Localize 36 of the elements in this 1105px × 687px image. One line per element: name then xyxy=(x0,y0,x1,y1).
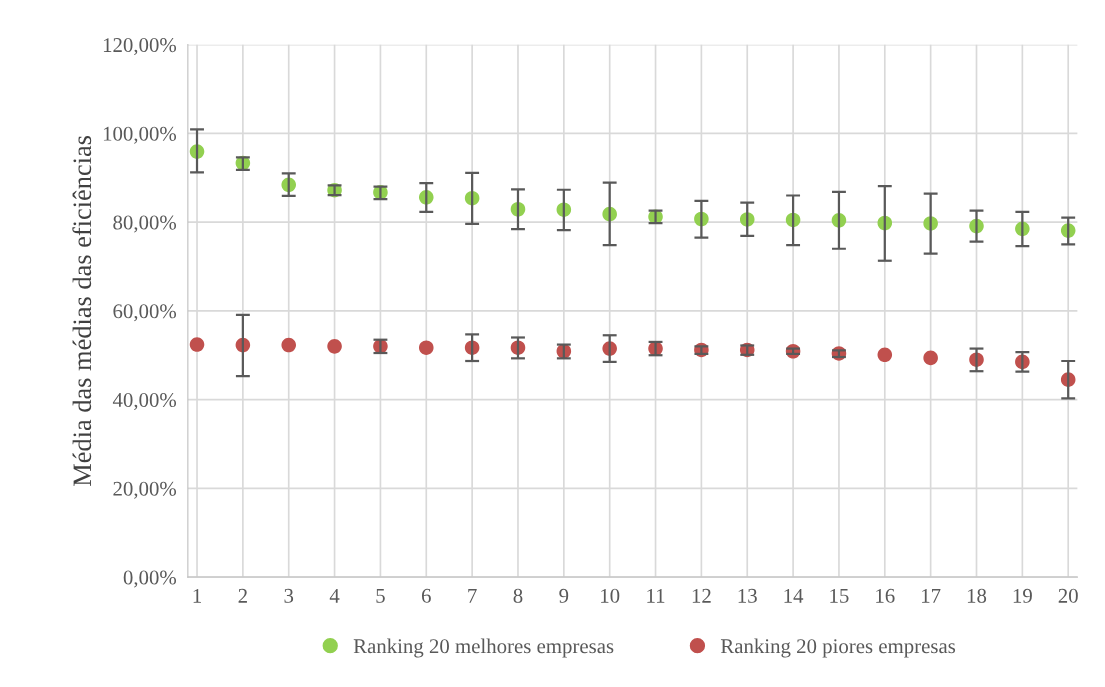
x-tick-label: 16 xyxy=(876,588,895,603)
y-tick-label: 20,00% xyxy=(113,481,177,499)
y-axis-title: Média das médias das eficiências xyxy=(72,135,92,486)
x-tick-label: 12 xyxy=(692,588,711,603)
x-tick-label: 5 xyxy=(376,589,385,603)
legend-label: Ranking 20 melhores empresas xyxy=(353,638,614,658)
x-tick-label: 2 xyxy=(238,588,247,603)
x-tick-label: 4 xyxy=(329,588,340,603)
point xyxy=(923,350,938,366)
point xyxy=(281,337,297,353)
point xyxy=(189,337,205,352)
x-tick-label: 14 xyxy=(784,588,804,603)
x-tick-label: 17 xyxy=(922,588,941,603)
x-tick-label: 10 xyxy=(601,588,620,603)
y-tick-label: 80,00% xyxy=(113,215,177,233)
x-tick-label: 20 xyxy=(1058,588,1078,603)
x-tick-label: 19 xyxy=(1013,588,1032,603)
x-tick-label: 18 xyxy=(967,588,987,603)
point xyxy=(327,339,342,354)
x-tick-label: 8 xyxy=(513,588,523,603)
y-tick-label: 40,00% xyxy=(112,392,177,411)
point xyxy=(877,347,893,363)
point xyxy=(419,340,434,355)
x-tick-label: 6 xyxy=(421,588,431,603)
x-tick-label: 11 xyxy=(647,588,665,603)
x-tick-label: 1 xyxy=(193,588,201,603)
x-tick-label: 13 xyxy=(738,588,757,603)
x-tick-label: 9 xyxy=(559,588,569,603)
x-tick-label: 15 xyxy=(830,588,849,603)
y-tick-label: 100,00% xyxy=(103,126,177,144)
x-tick-label: 7 xyxy=(468,589,477,603)
y-tick-label: 60,00% xyxy=(113,304,177,322)
y-tick-label: 0,00% xyxy=(123,570,177,588)
legend-label: Ranking 20 piores empresas xyxy=(720,638,956,658)
y-tick-label: 120,00% xyxy=(103,38,177,56)
x-tick-label: 3 xyxy=(284,588,294,603)
